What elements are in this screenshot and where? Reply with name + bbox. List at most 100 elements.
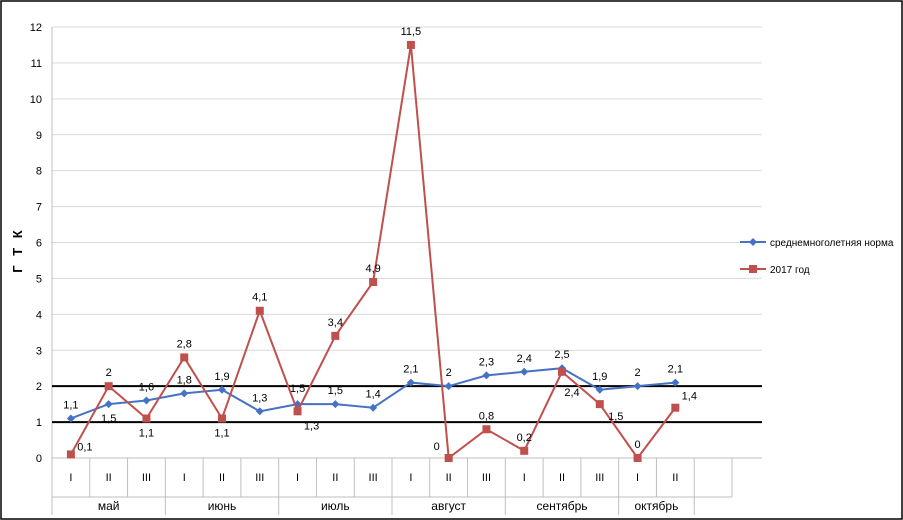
data-label: 1,3 — [304, 420, 319, 432]
data-label: 0 — [434, 441, 440, 453]
data-point — [671, 403, 680, 412]
data-point — [406, 378, 415, 387]
legend-label: среднемноголетняя норма — [770, 238, 894, 249]
data-point — [482, 371, 491, 380]
data-point — [444, 382, 453, 391]
data-point — [369, 278, 378, 287]
month-label: июль — [321, 499, 350, 513]
data-label: 1,5 — [290, 383, 305, 395]
legend-label: 2017 год — [770, 265, 810, 276]
data-point — [142, 396, 151, 405]
data-label: 2,1 — [403, 364, 418, 376]
x-tick-label: I — [636, 472, 639, 484]
data-point — [558, 367, 566, 376]
month-label: май — [98, 499, 120, 513]
data-label: 1,1 — [214, 427, 229, 439]
x-tick-label: II — [672, 472, 678, 484]
x-tick-label: I — [523, 472, 526, 484]
data-point — [104, 382, 113, 391]
data-label: 1,4 — [365, 389, 380, 401]
data-point — [595, 385, 604, 394]
x-tick-label: I — [409, 472, 412, 484]
x-tick-label: II — [106, 472, 112, 484]
y-tick-label: 10 — [30, 94, 42, 106]
data-point — [520, 367, 529, 376]
y-tick-label: 4 — [36, 309, 42, 321]
y-tick-label: 3 — [36, 345, 42, 357]
y-tick-label: 8 — [36, 166, 42, 178]
data-label: 2,1 — [668, 364, 683, 376]
data-point — [369, 403, 378, 412]
x-tick-label: I — [296, 472, 299, 484]
month-label: август — [431, 499, 466, 513]
data-label: 1,4 — [682, 391, 697, 403]
data-label: 1,3 — [252, 392, 267, 404]
data-label: 1,8 — [177, 374, 192, 386]
data-point — [180, 389, 189, 398]
y-axis-label: Г Т К — [10, 227, 25, 272]
month-label: октябрь — [635, 499, 679, 513]
month-label: сентябрь — [536, 499, 587, 513]
legend-marker — [749, 238, 757, 246]
legend-marker — [749, 265, 757, 273]
data-label: 2,5 — [554, 349, 569, 361]
data-label: 1,9 — [214, 371, 229, 383]
data-label: 4,1 — [252, 292, 267, 304]
x-tick-label: III — [595, 472, 604, 484]
data-label: 2 — [106, 367, 112, 379]
data-label: 4,9 — [365, 263, 380, 275]
y-tick-label: 6 — [36, 238, 42, 250]
data-label: 1,5 — [608, 411, 623, 423]
data-point — [255, 306, 264, 315]
data-label: 1,5 — [328, 385, 343, 397]
data-label: 0,8 — [479, 410, 494, 422]
x-tick-label: II — [219, 472, 225, 484]
y-tick-label: 12 — [30, 22, 42, 34]
data-label: 1,9 — [592, 371, 607, 383]
data-point — [104, 400, 113, 409]
data-point — [293, 407, 302, 416]
data-label: 1,1 — [139, 427, 154, 439]
data-label: 2,4 — [517, 353, 532, 365]
data-point — [331, 400, 340, 409]
month-label: июнь — [208, 499, 237, 513]
x-tick-label: III — [369, 472, 378, 484]
data-label: 0,1 — [77, 441, 92, 453]
data-point — [406, 40, 415, 49]
data-point — [520, 446, 529, 455]
y-tick-label: 9 — [36, 130, 42, 142]
data-label: 0,2 — [517, 432, 532, 444]
data-label: 3,4 — [328, 317, 343, 329]
data-point — [180, 353, 189, 362]
data-label: 1,6 — [139, 382, 154, 394]
data-label: 2,3 — [479, 356, 494, 368]
y-tick-label: 11 — [31, 58, 42, 70]
data-point — [331, 331, 340, 340]
data-point — [66, 414, 75, 423]
x-tick-label: III — [482, 472, 491, 484]
data-point — [633, 382, 642, 391]
data-label: 2 — [446, 367, 452, 379]
data-point — [633, 454, 642, 462]
x-tick-label: III — [142, 472, 151, 484]
x-tick-label: II — [559, 472, 565, 484]
x-tick-label: III — [255, 472, 264, 484]
data-label: 2,8 — [177, 338, 192, 350]
x-tick-label: I — [183, 472, 186, 484]
data-label: 2,4 — [564, 387, 579, 399]
data-point — [255, 407, 264, 416]
y-tick-label: 5 — [36, 273, 42, 285]
x-tick-label: II — [332, 472, 338, 484]
data-point — [142, 414, 151, 423]
data-point — [671, 378, 680, 387]
y-tick-label: 7 — [36, 202, 42, 214]
y-tick-label: 0 — [36, 453, 42, 465]
data-point — [444, 454, 453, 462]
data-point — [218, 385, 226, 394]
data-point — [218, 414, 226, 423]
data-point — [595, 400, 604, 409]
x-tick-label: II — [446, 472, 452, 484]
